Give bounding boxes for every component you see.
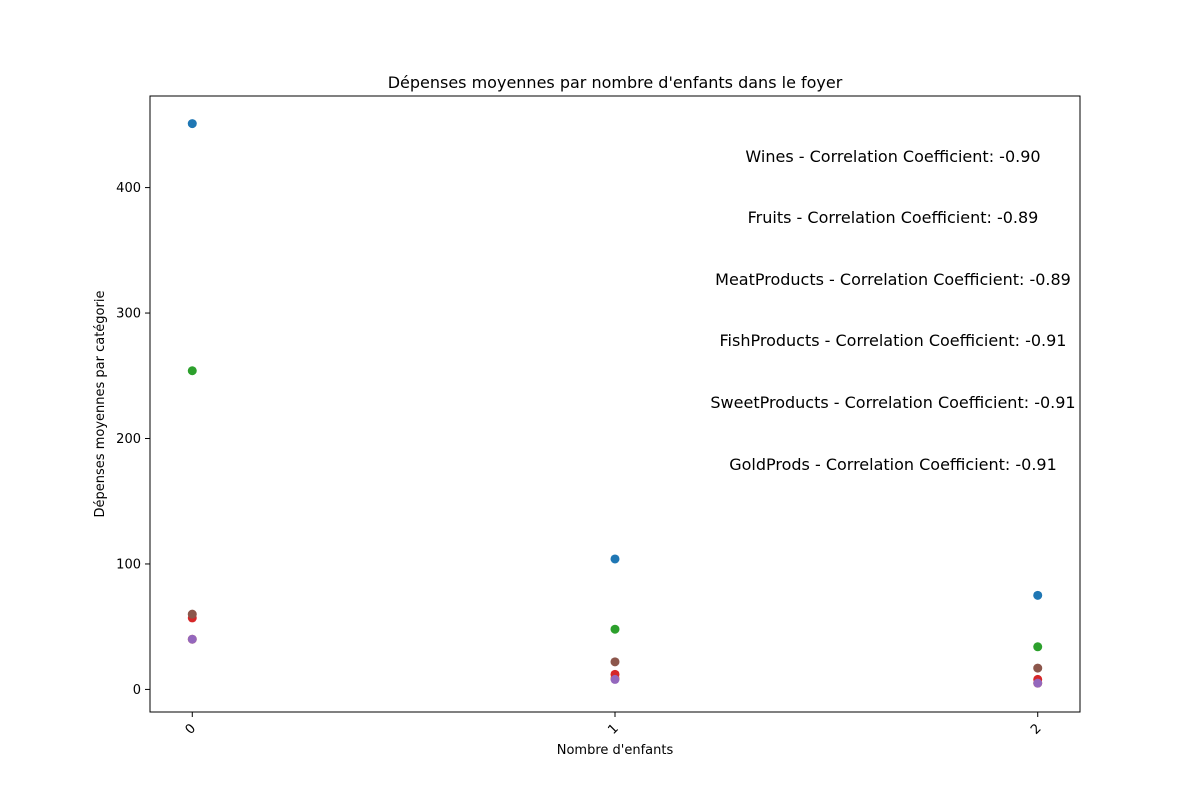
y-axis: 0 100 200 300 400 xyxy=(116,181,150,698)
data-point-series-4 xyxy=(610,674,620,684)
data-point-series-4 xyxy=(1033,678,1043,688)
correlation-annotation: Wines - Correlation Coefficient: -0.90 xyxy=(745,147,1040,166)
y-tick-label: 0 xyxy=(133,683,141,698)
data-points xyxy=(187,119,1043,688)
correlation-annotation: GoldProds - Correlation Coefficient: -0.… xyxy=(729,455,1057,474)
y-tick-label: 200 xyxy=(116,432,141,447)
y-tick-label: 400 xyxy=(116,181,141,196)
data-point-series-2 xyxy=(187,366,197,376)
x-axis: 0 1 2 xyxy=(183,712,1045,738)
data-point-series-0 xyxy=(187,119,197,129)
data-point-series-4 xyxy=(187,634,197,644)
annotations: Wines - Correlation Coefficient: -0.90 Fr… xyxy=(710,147,1075,474)
correlation-annotation: Fruits - Correlation Coefficient: -0.89 xyxy=(748,208,1039,227)
correlation-annotation: SweetProducts - Correlation Coefficient:… xyxy=(710,393,1075,412)
data-point-series-0 xyxy=(1033,590,1043,600)
data-point-series-5 xyxy=(610,657,620,667)
x-tick-label: 2 xyxy=(1028,721,1044,737)
y-tick-label: 100 xyxy=(116,557,141,572)
x-axis-label: Nombre d'enfants xyxy=(557,743,674,758)
y-tick-label: 300 xyxy=(116,307,141,322)
data-point-series-0 xyxy=(610,554,620,564)
data-point-series-5 xyxy=(187,609,197,619)
correlation-annotation: MeatProducts - Correlation Coefficient: … xyxy=(715,270,1071,289)
data-point-series-2 xyxy=(610,624,620,634)
x-tick-label: 1 xyxy=(605,721,621,737)
x-tick-label: 0 xyxy=(183,721,199,737)
y-axis-label: Dépenses moyennes par catégorie xyxy=(93,291,108,518)
data-point-series-5 xyxy=(1033,663,1043,673)
data-point-series-2 xyxy=(1033,642,1043,652)
correlation-annotation: FishProducts - Correlation Coefficient: … xyxy=(720,331,1067,350)
chart-title: Dépenses moyennes par nombre d'enfants d… xyxy=(388,73,843,92)
